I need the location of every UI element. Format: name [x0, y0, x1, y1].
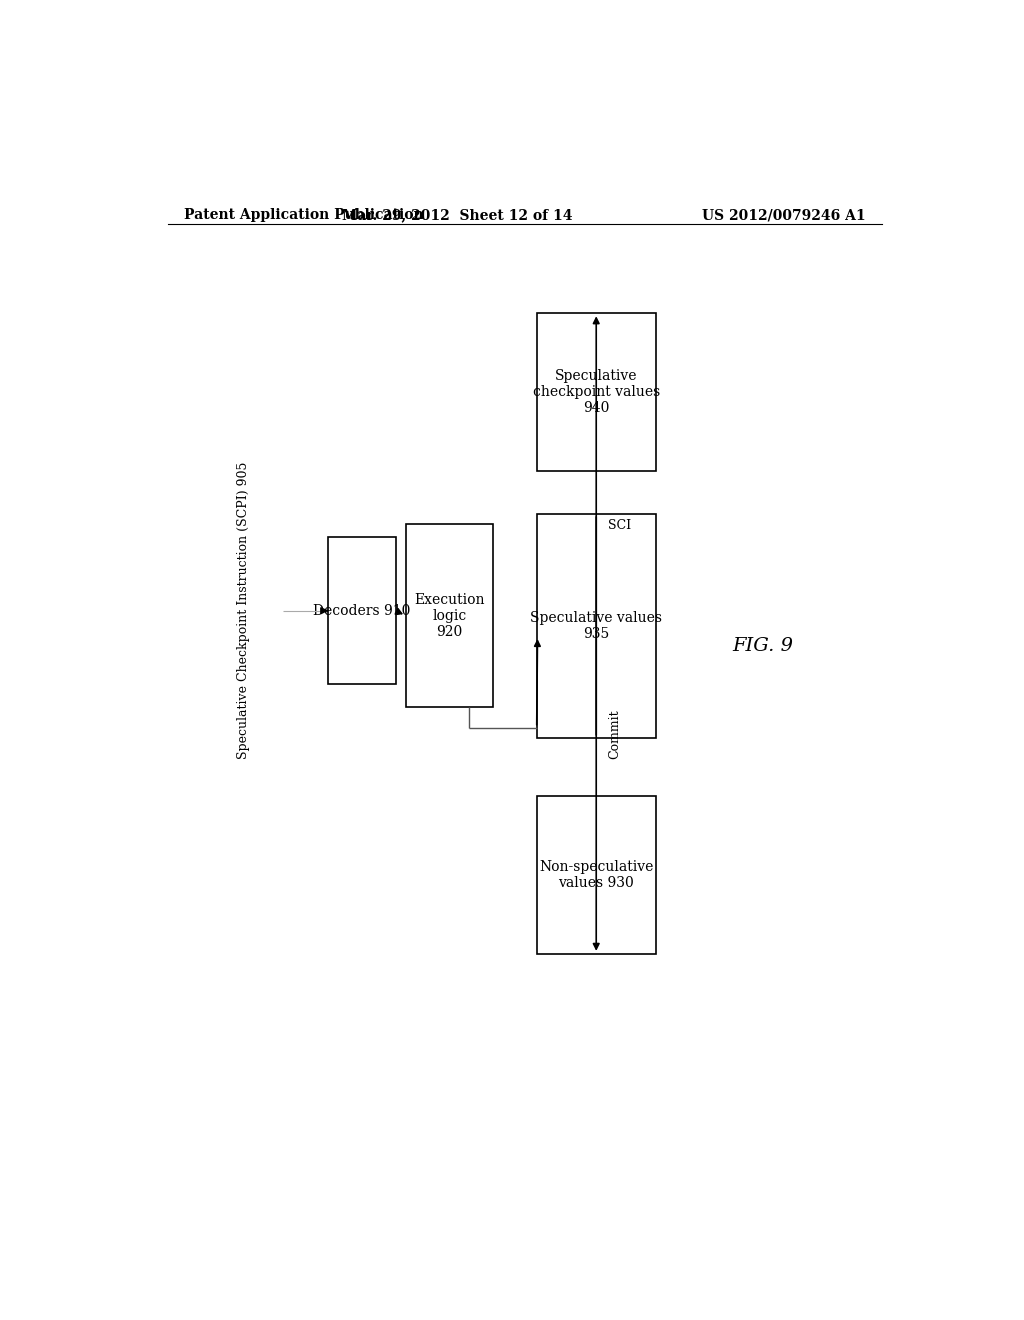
- Bar: [537, 515, 655, 738]
- Text: Speculative values
935: Speculative values 935: [530, 611, 663, 642]
- Text: Commit: Commit: [608, 709, 622, 759]
- Text: Mar. 29, 2012  Sheet 12 of 14: Mar. 29, 2012 Sheet 12 of 14: [342, 209, 572, 222]
- Bar: [537, 313, 655, 471]
- Text: FIG. 9: FIG. 9: [732, 638, 794, 655]
- Text: Non-speculative
values 930: Non-speculative values 930: [539, 859, 653, 890]
- Text: Execution
logic
920: Execution logic 920: [414, 593, 484, 639]
- Text: US 2012/0079246 A1: US 2012/0079246 A1: [702, 209, 866, 222]
- Bar: [329, 537, 396, 684]
- Bar: [406, 524, 494, 708]
- Text: Speculative
checkpoint values
940: Speculative checkpoint values 940: [532, 370, 659, 416]
- Text: Decoders 910: Decoders 910: [313, 603, 411, 618]
- Text: Speculative Checkpoint Instruction (SCPI) 905: Speculative Checkpoint Instruction (SCPI…: [237, 462, 250, 759]
- Bar: [537, 796, 655, 954]
- Text: SCI: SCI: [608, 519, 631, 532]
- Text: Patent Application Publication: Patent Application Publication: [183, 209, 423, 222]
